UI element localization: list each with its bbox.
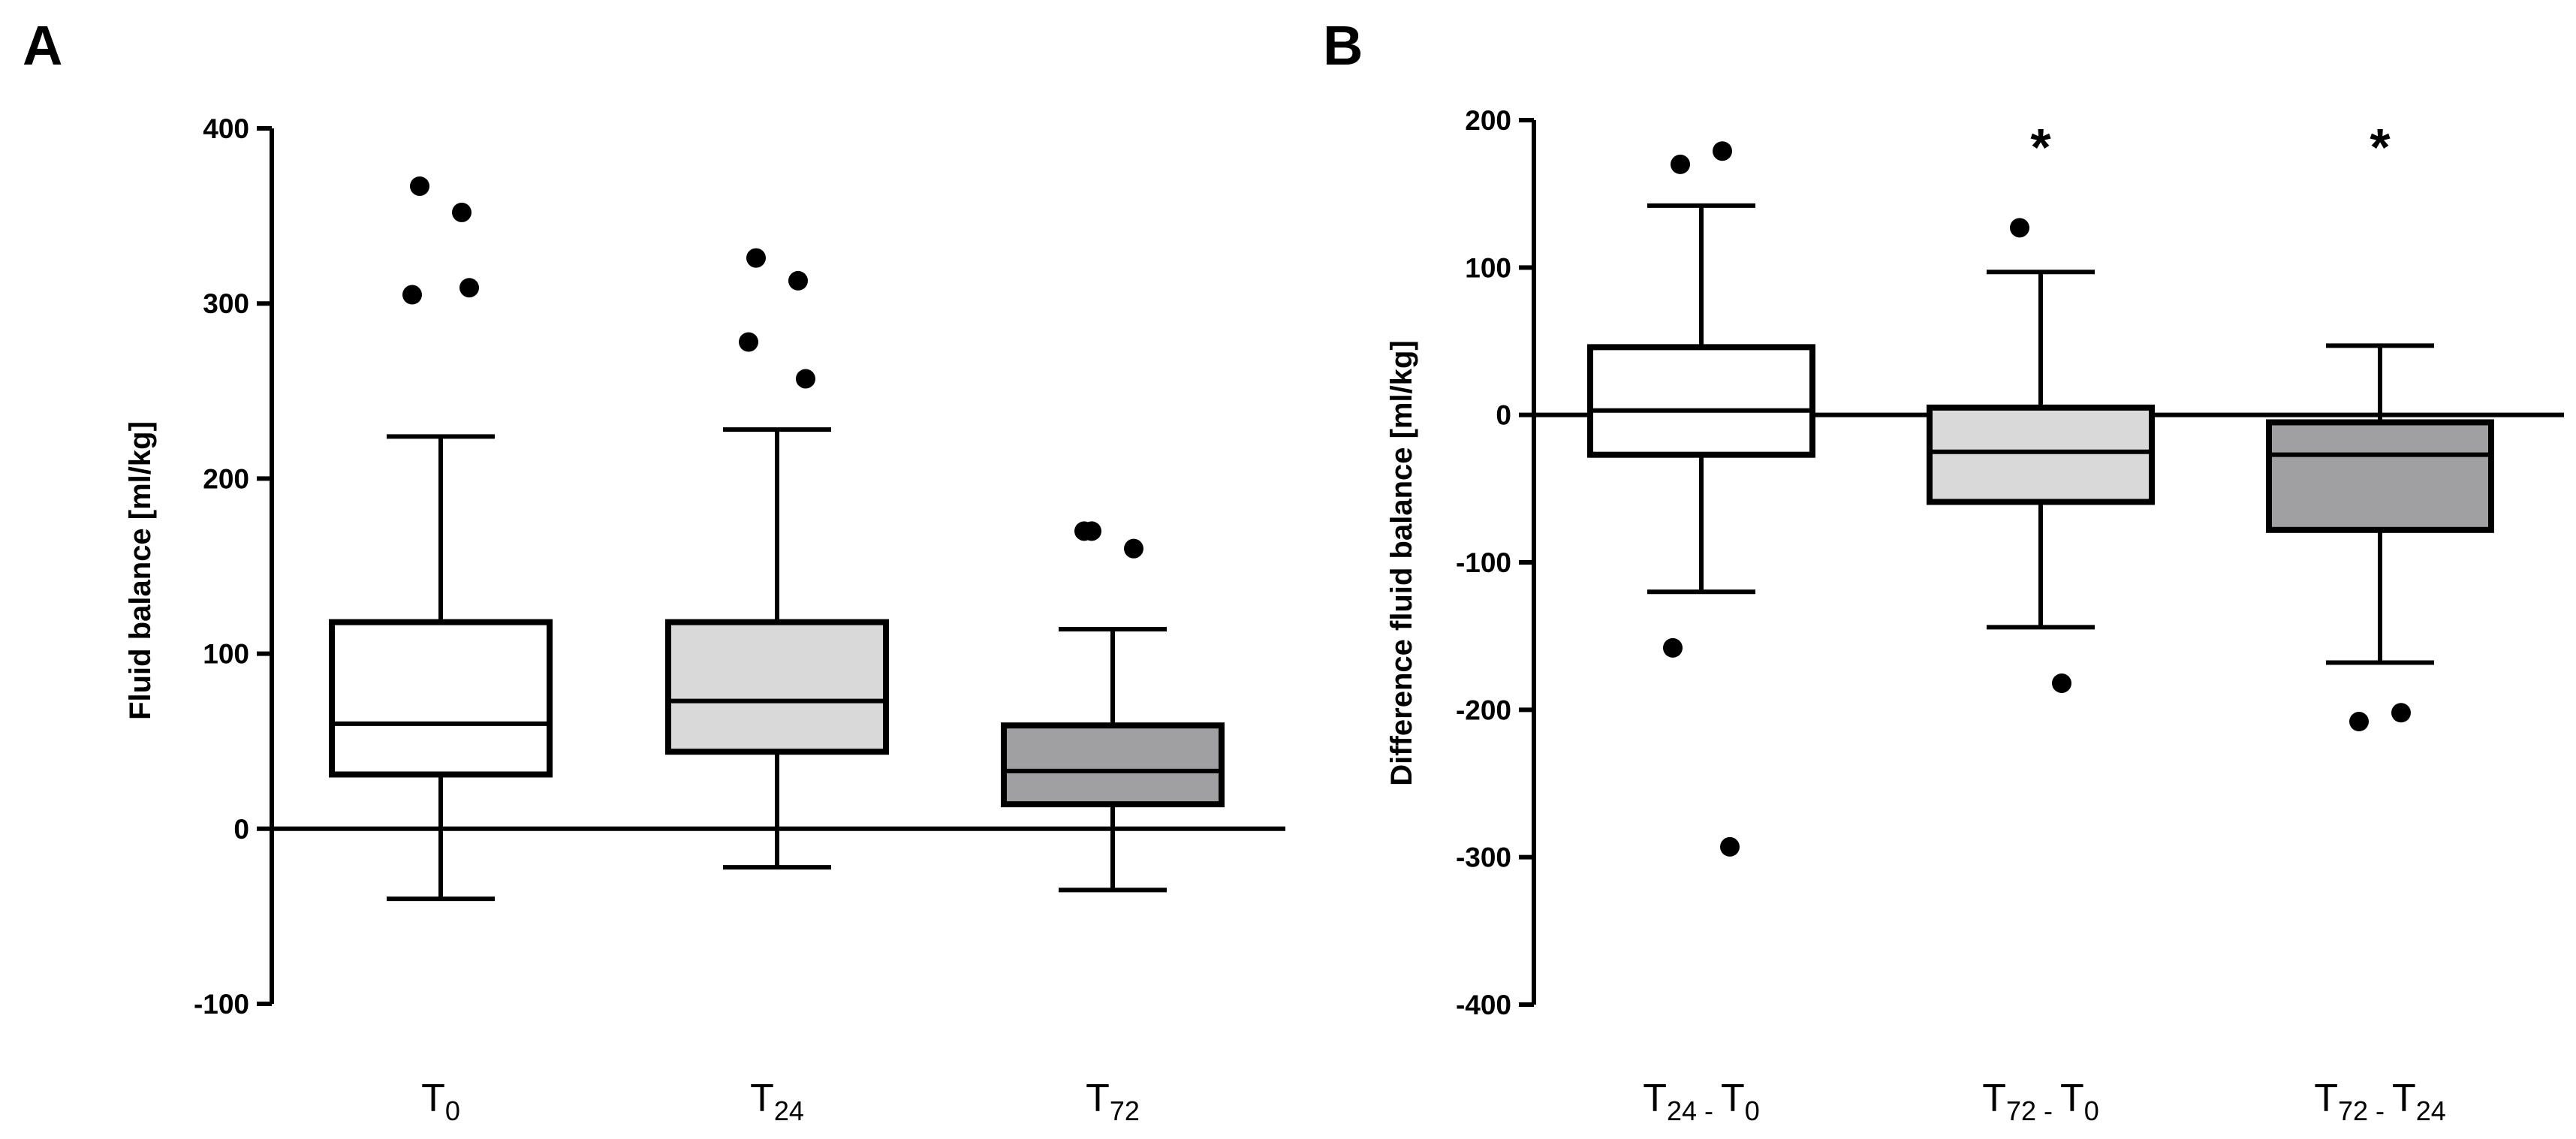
category-main-2: T <box>2060 1077 2084 1120</box>
box-iqr <box>2266 419 2494 533</box>
category-subscript: 72 <box>1110 1095 1140 1126</box>
category-main: T <box>1086 1077 1110 1120</box>
y-tick-label: 100 <box>203 639 249 670</box>
x-category-label: T24 - T0 <box>1643 1077 1760 1126</box>
y-tick-label: 200 <box>1465 105 1511 136</box>
category-main: T <box>1643 1077 1667 1120</box>
box-group: * <box>2266 118 2494 732</box>
y-tick-label: 100 <box>1465 252 1511 283</box>
category-main: T <box>750 1077 774 1120</box>
box-iqr <box>665 619 889 755</box>
box-group <box>329 176 553 902</box>
x-category-label: T72 - T0 <box>1982 1077 2099 1126</box>
significance-star: * <box>2030 118 2051 176</box>
panel-a: A 400 300 200 100 0 -100 Fluid balance [ml/kg] T… <box>23 14 1285 1126</box>
box-iqr <box>1587 344 1815 458</box>
outlier-point <box>739 332 758 352</box>
panel-b: B 200 100 0 -100 -200 -300 -400 Difference fluid… <box>1323 14 2564 1126</box>
outlier-point <box>1713 141 1732 161</box>
category-subscript-2: 0 <box>2084 1095 2099 1126</box>
outlier-point <box>788 270 808 291</box>
outlier-point <box>1671 154 1690 174</box>
y-tick-label: -400 <box>1456 990 1511 1020</box>
outlier-point <box>2349 712 2369 732</box>
category-subscript: 72 <box>2338 1095 2368 1126</box>
outlier-point <box>1663 637 1683 658</box>
box-group <box>665 248 889 870</box>
outlier-point <box>796 369 815 389</box>
category-subscript-2: 24 <box>2416 1095 2446 1126</box>
outlier-point <box>1124 538 1143 559</box>
y-tick-label: -300 <box>1456 842 1511 873</box>
box-iqr <box>329 619 553 778</box>
y-tick-label: 300 <box>203 288 249 319</box>
y-tick-label: 400 <box>203 113 249 144</box>
outlier-point <box>2052 673 2071 693</box>
outlier-point <box>410 176 429 196</box>
y-tick-label: -100 <box>1456 547 1511 578</box>
category-subscript: 0 <box>445 1095 460 1126</box>
category-main: T <box>421 1077 445 1120</box>
category-subscript: 24 <box>1667 1095 1697 1126</box>
panel-letter: A <box>23 14 62 77</box>
y-tick-label: 0 <box>1496 400 1511 431</box>
outlier-point <box>1074 521 1094 541</box>
category-main: T <box>2314 1077 2338 1120</box>
category-separator: - <box>1697 1095 1721 1126</box>
outlier-point <box>1720 836 1740 857</box>
y-axis-title: Fluid balance [ml/kg] <box>124 421 157 720</box>
x-category-label: T24 <box>750 1077 804 1126</box>
category-main: T <box>1982 1077 2006 1120</box>
y-tick-label: 200 <box>203 463 249 494</box>
box-group <box>1587 141 1815 857</box>
panel-letter: B <box>1323 14 1363 77</box>
y-tick-label: 0 <box>233 814 249 845</box>
category-main-2: T <box>2392 1077 2416 1120</box>
category-subscript-2: 0 <box>1745 1095 1760 1126</box>
x-category-label: T72 <box>1086 1077 1140 1126</box>
category-main-2: T <box>1721 1077 1745 1120</box>
category-subscript: 72 <box>2006 1095 2036 1126</box>
x-category-label: T0 <box>421 1077 460 1126</box>
box-group: * <box>1927 118 2155 693</box>
outlier-point <box>2391 703 2411 723</box>
category-separator: - <box>2368 1095 2392 1126</box>
y-tick-label: -200 <box>1456 695 1511 725</box>
outlier-point <box>452 202 472 222</box>
category-separator: - <box>2036 1095 2060 1126</box>
outlier-point <box>459 278 479 298</box>
significance-star: * <box>2370 118 2391 176</box>
outlier-point <box>746 248 766 268</box>
box-iqr <box>1927 404 2155 505</box>
box-group <box>1001 521 1225 893</box>
y-tick-label: -100 <box>194 989 249 1020</box>
x-category-label: T72 - T24 <box>2314 1077 2446 1126</box>
outlier-point <box>2010 218 2029 238</box>
outlier-point <box>402 285 422 305</box>
box-iqr <box>1001 722 1225 808</box>
category-subscript: 24 <box>774 1095 804 1126</box>
y-axis-title: Difference fluid balance [ml/kg] <box>1385 340 1418 785</box>
